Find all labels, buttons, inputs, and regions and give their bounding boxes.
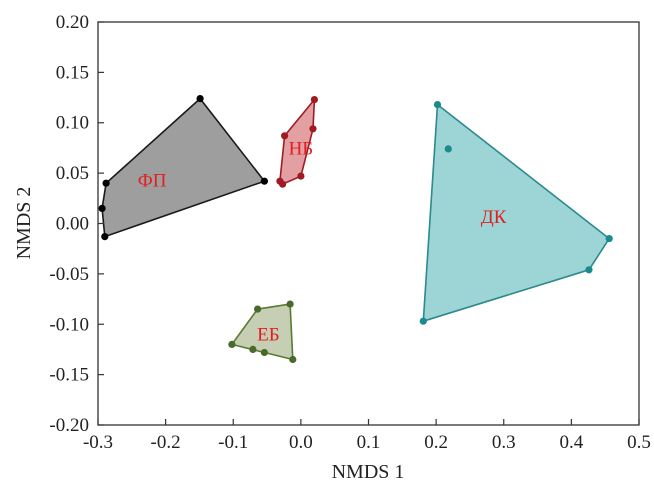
data-point	[419, 317, 427, 325]
data-point	[196, 95, 204, 103]
x-tick-label: 0.1	[357, 432, 381, 453]
data-point	[281, 132, 289, 140]
data-point	[254, 305, 262, 313]
y-tick-label: 0.15	[56, 62, 89, 83]
y-tick-label: 0.20	[56, 12, 89, 33]
x-tick-label: 0.5	[627, 432, 651, 453]
y-axis-label: NMDS 2	[13, 187, 35, 260]
data-point	[276, 177, 284, 185]
axis-layer: -0.3 -0.2 -0.1 0.0 0.1 0.2 0.3 0.4 0.5 0.20 0.15 0.…	[49, 12, 650, 453]
data-point	[585, 266, 593, 274]
data-point	[289, 355, 297, 364]
point-layer	[98, 95, 613, 364]
y-tick-label: 0.10	[56, 113, 89, 134]
y-tick-label: -0.20	[49, 415, 89, 436]
x-tick-label: 0.3	[492, 432, 516, 453]
data-point	[228, 340, 236, 348]
data-point	[98, 204, 106, 212]
group-label: ЕБ	[257, 325, 280, 346]
label-layer: ФП НБ ДК ЕБ	[138, 138, 507, 345]
x-tick-label: 0.4	[560, 432, 584, 453]
y-tick-label: 0.00	[56, 214, 89, 235]
y-tick-label: 0.05	[56, 163, 89, 184]
x-tick-label: -0.3	[83, 432, 113, 453]
group-label: ФП	[138, 171, 167, 192]
data-point	[249, 345, 257, 353]
data-point	[605, 235, 613, 243]
data-point	[310, 96, 318, 104]
data-point	[260, 348, 268, 357]
hull-layer	[101, 97, 611, 361]
y-tick-label: -0.10	[49, 314, 89, 335]
hull-4	[231, 303, 294, 361]
group-label: ДК	[481, 207, 507, 228]
group-label: НБ	[289, 138, 314, 159]
data-point	[260, 177, 268, 185]
data-point	[297, 172, 305, 180]
x-tick-label: 0.2	[424, 432, 448, 453]
x-axis-label: NMDS 1	[332, 461, 405, 483]
y-tick-label: -0.05	[49, 264, 89, 285]
data-point	[101, 233, 109, 241]
data-point	[444, 145, 452, 153]
x-tick-label: -0.2	[151, 432, 181, 453]
data-point	[102, 179, 110, 187]
hull-1	[101, 97, 266, 238]
hull-3	[422, 103, 611, 323]
y-tick-label: -0.15	[49, 365, 89, 386]
x-tick-label: -0.1	[218, 432, 248, 453]
data-point	[309, 125, 317, 133]
data-point	[286, 300, 294, 308]
data-point	[433, 101, 442, 109]
x-tick-label: 0.0	[289, 432, 313, 453]
